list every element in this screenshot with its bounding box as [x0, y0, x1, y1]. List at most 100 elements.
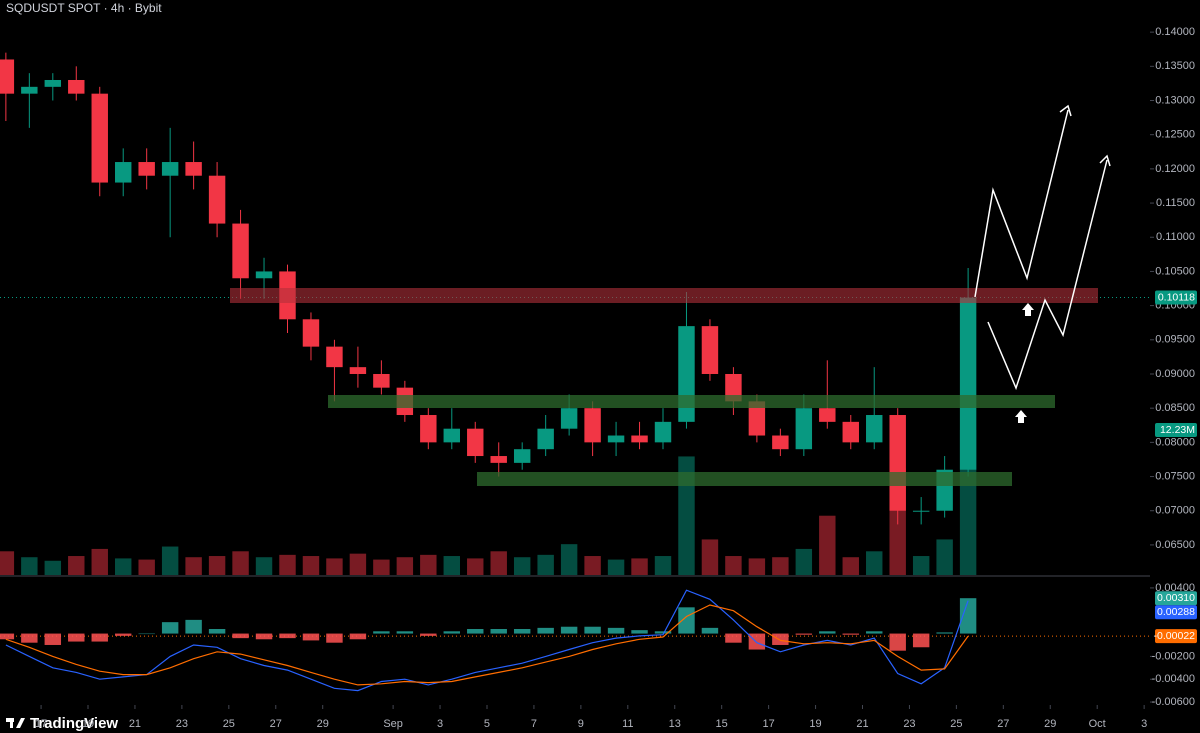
macd-histogram-bar — [68, 633, 85, 642]
candle-body — [68, 79, 85, 94]
x-tick-label: 3 — [437, 718, 443, 730]
volume-bar — [701, 539, 719, 575]
macd-histogram-bar — [279, 633, 296, 639]
x-tick-label: 19 — [809, 718, 821, 730]
candle-body — [866, 415, 883, 443]
y-tick-label: 0.06500 — [1155, 539, 1195, 551]
x-tick-label: 23 — [903, 718, 915, 730]
support-zone — [328, 395, 1055, 408]
candle-body — [373, 373, 390, 388]
x-tick-label: 15 — [716, 718, 728, 730]
candle-body — [44, 79, 62, 87]
y-tick-label: 0.09000 — [1155, 368, 1195, 380]
marks-layer — [0, 52, 977, 692]
y-tick-label: 0.08500 — [1155, 402, 1195, 414]
volume-bar — [0, 551, 15, 575]
volume-bar — [91, 548, 108, 575]
signal-tag-label: -0.00022 — [1154, 630, 1196, 642]
macd-histogram-bar — [936, 632, 953, 634]
volume-bar — [560, 544, 578, 575]
y-tick-label: 0.13500 — [1155, 60, 1195, 72]
price-tag-label: 0.10118 — [1158, 291, 1195, 303]
candle-body — [91, 93, 108, 183]
volume-bar — [631, 558, 648, 575]
macd-tag-label: 0.00288 — [1157, 606, 1195, 618]
macd-histogram-bar — [959, 598, 977, 634]
macd-histogram-bar — [537, 627, 554, 634]
volume-bar — [443, 556, 460, 575]
candle-body — [255, 271, 273, 279]
y-tick-label: 0.13000 — [1155, 94, 1195, 106]
volume-bar — [185, 557, 202, 575]
macd-histogram-bar — [560, 626, 578, 634]
candle-body — [161, 162, 179, 176]
x-tick-label: 29 — [1044, 718, 1056, 730]
volume-bar — [678, 456, 695, 575]
macd-histogram-bar — [0, 633, 15, 640]
macd-histogram-bar — [819, 631, 836, 634]
macd-histogram-bar — [678, 607, 695, 634]
candle-body — [0, 59, 15, 94]
x-tick-label: 11 — [622, 718, 633, 730]
macd-histogram-bar — [420, 633, 437, 636]
volume-bar — [467, 558, 484, 575]
candle-body — [349, 367, 367, 374]
macd-histogram-bar — [725, 633, 742, 643]
candle-body — [138, 162, 155, 176]
volume-bar — [138, 559, 155, 575]
candle-body — [232, 223, 249, 279]
histogram-tag — [1155, 591, 1197, 606]
macd-histogram-bar — [161, 622, 179, 634]
volume-bar — [420, 554, 437, 575]
histogram-tag-label: 0.00310 — [1157, 592, 1195, 604]
macd-histogram-bar — [607, 627, 625, 634]
x-tick-label: 21 — [129, 718, 141, 730]
candle-body — [208, 175, 226, 224]
y-tick-label: 0.14000 — [1155, 26, 1195, 38]
x-tick-label: 25 — [950, 718, 962, 730]
drawings — [230, 104, 1111, 486]
volume-bar — [326, 558, 343, 575]
volume-bar — [255, 557, 273, 575]
macd-tick-label: 0.00400 — [1155, 582, 1195, 594]
candle-body — [513, 449, 531, 463]
volume-bar — [537, 554, 554, 575]
x-tick-label: 27 — [270, 718, 282, 730]
volume-bar — [490, 551, 507, 575]
volume-tag-label: 12.23M — [1160, 424, 1195, 436]
candle-body — [725, 373, 742, 402]
candle-body — [537, 428, 554, 450]
x-tick-label: 17 — [762, 718, 774, 730]
volume-tag — [1155, 423, 1197, 438]
y-tick-label: 0.07000 — [1155, 505, 1195, 517]
volume-bar — [772, 557, 789, 575]
volume-bar — [607, 559, 625, 575]
macd-histogram-bar — [208, 629, 226, 634]
volume-bar — [654, 556, 672, 575]
y-tick-label: 0.12500 — [1155, 129, 1195, 141]
volume-bar — [349, 553, 367, 575]
macd-histogram-bar — [912, 633, 930, 648]
y-tick-label: 0.10500 — [1155, 265, 1195, 277]
x-tick-label: 23 — [176, 718, 188, 730]
macd-histogram-bar — [701, 627, 719, 634]
macd-histogram-bar — [654, 631, 672, 634]
macd-histogram-bar — [443, 631, 460, 634]
arrow-head — [1059, 104, 1072, 117]
volume-bar — [115, 558, 132, 575]
logo-mark — [6, 718, 25, 728]
y-tick-label: 0.07500 — [1155, 470, 1195, 482]
y-tick-label: 0.11500 — [1156, 197, 1195, 209]
macd-histogram-bar — [326, 633, 343, 643]
x-tick-label: 29 — [317, 718, 329, 730]
volume-bar — [208, 556, 226, 575]
candle-body — [631, 435, 648, 443]
candle-body — [654, 421, 672, 443]
volume-bar — [795, 548, 813, 575]
macd-histogram-bar — [889, 633, 906, 651]
macd-histogram-bar — [255, 633, 273, 640]
candle-body — [326, 346, 343, 368]
y-tick-label: 0.12000 — [1155, 163, 1195, 175]
volume-bar — [584, 556, 601, 575]
